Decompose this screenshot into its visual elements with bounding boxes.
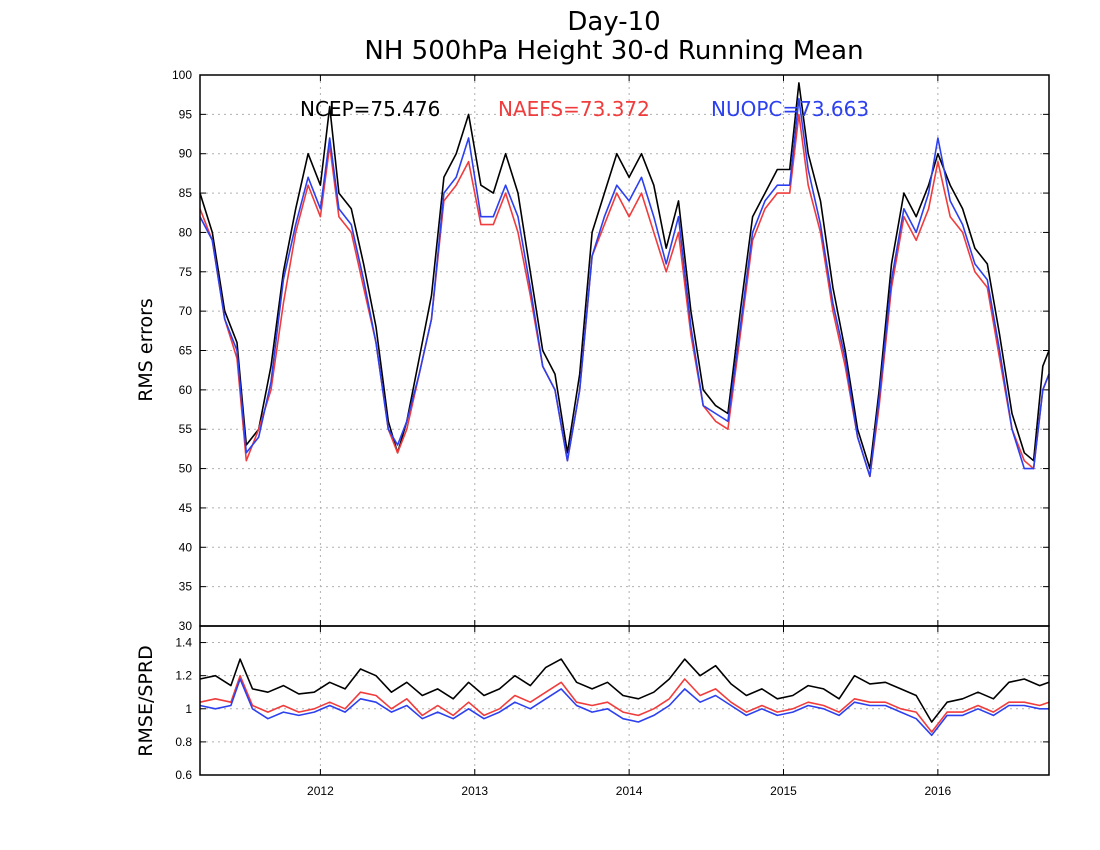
y-tick-label: 40 bbox=[179, 540, 193, 554]
x-tick-label: 2015 bbox=[770, 784, 797, 798]
y-tick-label: 60 bbox=[179, 383, 193, 397]
y-tick-label: 65 bbox=[179, 344, 193, 358]
y-tick-label: 80 bbox=[179, 225, 193, 239]
y-tick-label: 50 bbox=[179, 462, 193, 476]
ratio-panel: 0.6 0.8 1 1.2 1.4 2012 2013 2014 2015 2016 bbox=[175, 625, 1050, 798]
y-tick-label: 1.4 bbox=[175, 636, 192, 650]
main-panel: 30 35 40 45 50 55 60 65 70 75 80 85 90 95 100 bbox=[172, 68, 1050, 633]
y-tick-label: 55 bbox=[179, 422, 193, 436]
score-ncep: NCEP=75.476 bbox=[300, 97, 440, 121]
y-tick-label: 70 bbox=[179, 304, 193, 318]
series-line-nuopc-ratio bbox=[199, 678, 1049, 737]
y-tick-label: 30 bbox=[179, 619, 193, 633]
series-line-nuopc-main bbox=[199, 97, 1050, 478]
series-line-ncep-main bbox=[199, 82, 1050, 470]
chart-title: Day-10 bbox=[567, 7, 660, 37]
series-line-naefs-ratio bbox=[199, 674, 1050, 733]
y-tick-label: 100 bbox=[172, 68, 192, 82]
y-tick-label: 1.2 bbox=[175, 669, 192, 683]
y-tick-label: 95 bbox=[179, 107, 193, 121]
series-line-naefs-main bbox=[199, 113, 1050, 478]
y-tick-label: 75 bbox=[179, 265, 193, 279]
plot-frame-ratio bbox=[199, 625, 1050, 776]
y-axis-label-rms: RMS errors bbox=[135, 298, 157, 402]
y-axis-label-ratio: RMSE/SPRD bbox=[135, 645, 157, 756]
x-tick-label: 2014 bbox=[616, 784, 643, 798]
y-tick-label: 45 bbox=[179, 501, 193, 515]
y-tick-label: 1 bbox=[185, 702, 192, 716]
y-tick-label: 0.6 bbox=[175, 768, 192, 782]
y-tick-label: 35 bbox=[179, 580, 193, 594]
x-tick-label: 2016 bbox=[925, 784, 952, 798]
score-nuopc: NUOPC=73.663 bbox=[711, 97, 869, 121]
x-tick-label: 2013 bbox=[461, 784, 488, 798]
y-tick-label: 0.8 bbox=[175, 735, 192, 749]
x-tick-label: 2012 bbox=[307, 784, 334, 798]
series-line-ncep-ratio bbox=[199, 658, 1050, 723]
y-tick-label: 85 bbox=[179, 186, 193, 200]
chart-subtitle: NH 500hPa Height 30-d Running Mean bbox=[364, 36, 863, 66]
score-naefs: NAEFS=73.372 bbox=[498, 97, 650, 121]
y-tick-label: 90 bbox=[179, 147, 193, 161]
